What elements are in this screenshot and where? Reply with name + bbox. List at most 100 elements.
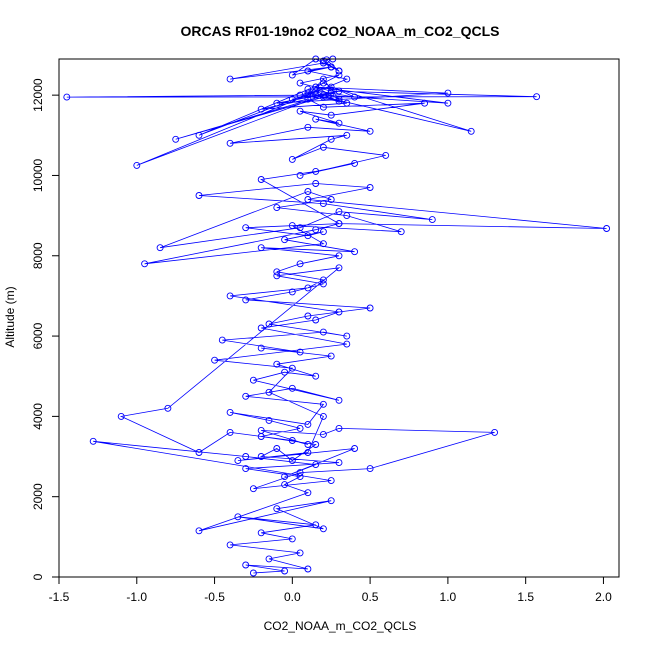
data-point <box>242 453 250 460</box>
data-point <box>141 260 149 268</box>
data-point <box>195 527 203 535</box>
x-tick-label: 1.0 <box>440 590 457 604</box>
data-point <box>304 188 312 195</box>
data-point <box>288 364 296 372</box>
data-point <box>366 127 374 135</box>
data-point <box>296 224 304 232</box>
data-point <box>195 192 203 199</box>
data-point <box>218 336 226 344</box>
data-point <box>304 565 312 573</box>
data-point <box>366 304 374 312</box>
data-point <box>281 368 289 376</box>
data-point <box>257 176 265 183</box>
data-point <box>421 99 429 107</box>
data-point <box>273 99 281 107</box>
data-point <box>351 445 359 452</box>
data-point <box>281 567 289 575</box>
data-point <box>288 288 296 296</box>
data-point <box>296 473 304 481</box>
data-point <box>226 541 234 549</box>
x-tick-label: 0.0 <box>284 590 301 604</box>
data-point <box>327 87 335 95</box>
data-point <box>273 445 281 452</box>
data-point <box>304 284 312 292</box>
data-point <box>296 260 304 268</box>
data-point <box>257 244 265 252</box>
data-point <box>288 457 296 465</box>
data-point <box>335 264 343 272</box>
data-point <box>335 95 343 103</box>
data-point <box>343 99 351 107</box>
x-axis: -1.5 -1.0 -0.5 0.0 0.5 1.0 1.5 2.0 <box>49 576 612 604</box>
data-point <box>327 135 335 143</box>
data-point <box>343 340 351 348</box>
data-point <box>304 123 312 131</box>
data-point <box>63 93 71 101</box>
data-point <box>312 521 320 529</box>
data-point <box>312 87 320 95</box>
data-point <box>319 79 327 87</box>
data-point <box>335 208 343 216</box>
data-point <box>304 91 312 99</box>
data-point <box>304 196 312 203</box>
data-point <box>319 280 327 288</box>
data-point <box>366 184 374 191</box>
data-point <box>257 529 265 537</box>
data-point <box>265 320 273 328</box>
data-point <box>335 220 343 228</box>
data-point <box>242 392 250 400</box>
data-point <box>335 424 343 432</box>
data-point <box>351 93 359 101</box>
data-point <box>257 426 265 434</box>
data-point <box>242 465 250 473</box>
data-point <box>288 155 296 163</box>
data-point <box>226 139 234 147</box>
data-point <box>319 57 327 65</box>
data-point <box>351 248 359 256</box>
data-point <box>304 449 312 456</box>
data-point <box>296 91 304 99</box>
data-point <box>226 75 234 83</box>
data-point <box>249 376 257 384</box>
data-point <box>335 459 343 467</box>
data-point <box>296 79 304 87</box>
data-point <box>312 180 320 187</box>
data-point <box>257 105 265 113</box>
data-point <box>257 453 265 460</box>
data-point <box>327 111 335 119</box>
data-point <box>296 469 304 477</box>
data-point <box>327 63 335 71</box>
data-point <box>304 441 312 448</box>
data-point <box>319 103 327 111</box>
data-point <box>172 135 180 143</box>
data-point <box>444 89 452 97</box>
y-tick-label: 10000 <box>31 158 45 192</box>
data-point <box>312 441 320 448</box>
data-point <box>273 204 281 212</box>
data-point <box>265 388 273 396</box>
data-point <box>226 292 234 300</box>
y-axis-label: Altitude (m) <box>3 286 17 347</box>
x-tick-label: -0.5 <box>204 590 225 604</box>
data-point <box>343 131 351 139</box>
series-line <box>66 58 607 574</box>
y-tick-label: 6000 <box>31 322 45 349</box>
data-point <box>319 93 327 101</box>
data-point <box>312 167 320 175</box>
data-point <box>319 240 327 248</box>
data-point <box>249 485 257 493</box>
data-point <box>343 332 351 340</box>
data-point <box>242 224 250 232</box>
data-point <box>319 91 327 99</box>
data-point <box>288 535 296 543</box>
data-point <box>288 71 296 79</box>
data-point <box>265 555 273 563</box>
x-tick-label: 0.5 <box>362 590 379 604</box>
data-point <box>319 75 327 83</box>
data-point <box>343 75 351 83</box>
data-point <box>242 561 250 569</box>
x-axis-label: CO2_NOAA_m_CO2_QCLS <box>264 619 417 633</box>
data-point <box>312 226 320 234</box>
data-point <box>397 228 405 236</box>
x-tick-label: 1.5 <box>517 590 534 604</box>
